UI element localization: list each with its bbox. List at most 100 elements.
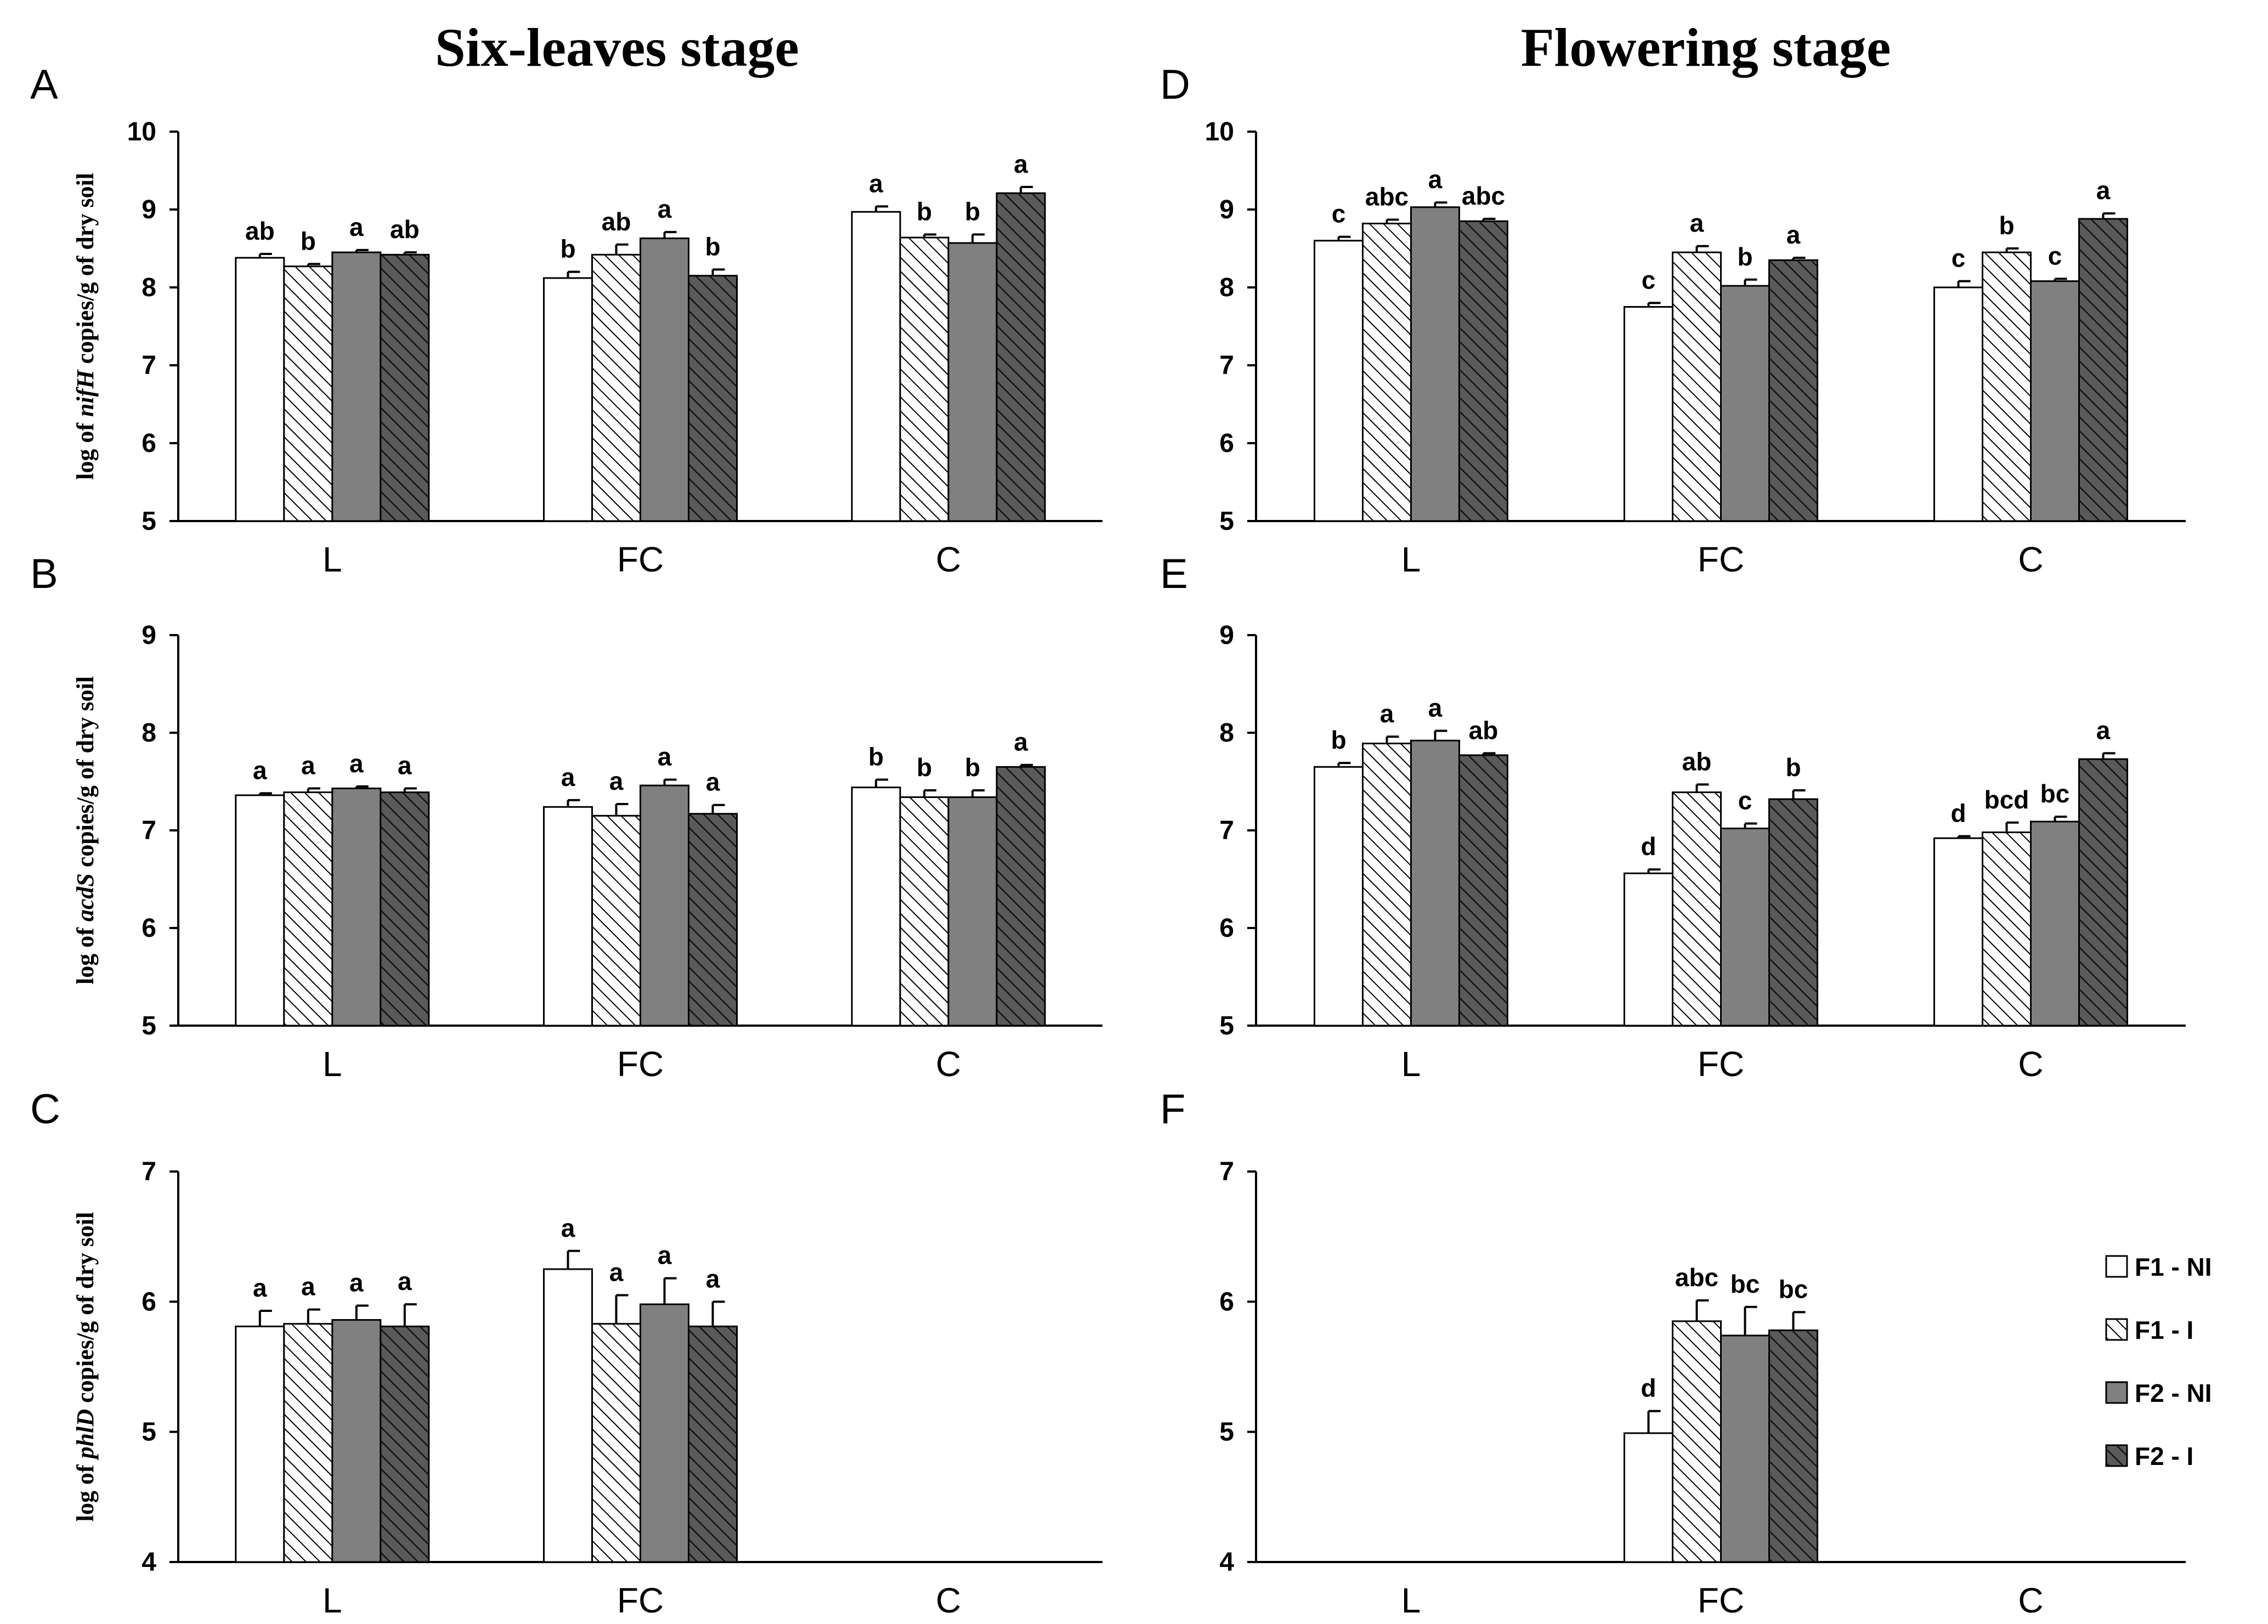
significance-label: a — [2096, 176, 2111, 205]
x-category-label: FC — [1698, 1581, 1744, 1620]
bar-f1-ni — [543, 1268, 593, 1563]
bar-f2-i — [1768, 1329, 1818, 1563]
y-tick-label: 7 — [1219, 351, 1234, 380]
y-tick-label: 6 — [1219, 1287, 1234, 1316]
significance-label: b — [560, 235, 575, 263]
significance-label: c — [1332, 200, 1346, 228]
significance-label: c — [1642, 265, 1656, 294]
bar-f1-i — [1982, 831, 2032, 1027]
significance-label: a — [1380, 699, 1394, 728]
x-category-label: FC — [1698, 1044, 1744, 1084]
x-category-label: C — [936, 1581, 961, 1620]
significance-label: a — [609, 1258, 624, 1286]
y-tick-label: 5 — [142, 507, 156, 536]
legend-swatch — [2105, 1381, 2128, 1404]
bar-f2-i — [996, 766, 1046, 1027]
significance-label: a — [253, 756, 267, 784]
significance-label: ab — [245, 217, 275, 245]
y-tick-label: 7 — [142, 816, 156, 845]
x-category-label: L — [323, 1044, 342, 1084]
y-tick-label: 8 — [142, 718, 156, 748]
bar-f1-i — [283, 265, 333, 522]
y-tick-label: 5 — [1219, 1418, 1234, 1447]
bar-f2-ni — [2030, 821, 2080, 1027]
significance-label: c — [1952, 244, 1966, 273]
bar-f2-ni — [1410, 739, 1460, 1027]
panel-a: A 5 6 7 8 9 10 log of nifH copies/g of dry soil… — [30, 61, 1102, 579]
y-tick-label: 5 — [142, 1418, 156, 1447]
bar-f2-i — [688, 1325, 738, 1563]
bar-f2-i — [1458, 754, 1508, 1027]
bar-f1-ni — [235, 257, 285, 522]
y-tick-label: 7 — [142, 351, 156, 380]
legend-swatch — [2105, 1255, 2128, 1278]
x-category-label: L — [323, 540, 342, 579]
y-tick-label: 7 — [142, 1157, 156, 1186]
bar-f2-i — [380, 1325, 430, 1563]
x-category-label: C — [936, 1044, 961, 1084]
x-category-label: FC — [617, 1044, 664, 1084]
legend-item-f1-ni: F1 - NI — [2105, 1253, 2212, 1281]
bar-f2-i — [996, 192, 1046, 522]
significance-label: bc — [2040, 779, 2070, 808]
bar-f1-i — [1672, 791, 1722, 1027]
significance-label: d — [1641, 1374, 1656, 1402]
legend-item-f2-ni: F2 - NI — [2105, 1379, 2212, 1407]
y-axis-label: log of acdS copies/g of dry soil — [72, 676, 99, 984]
significance-label: ab — [1682, 747, 1712, 776]
significance-label: b — [1999, 211, 2014, 240]
y-tick-label: 8 — [142, 273, 156, 302]
x-category-label: L — [1401, 1581, 1421, 1620]
x-category-label: C — [2018, 1581, 2043, 1620]
bar-f2-ni — [1410, 206, 1460, 522]
y-tick-label: 7 — [1219, 816, 1234, 845]
significance-label: bc — [1730, 1270, 1760, 1298]
bar-f2-i — [688, 813, 738, 1027]
y-axis-label-part: log of — [72, 1458, 99, 1521]
significance-label: bcd — [1984, 785, 2029, 814]
panel-letter: A — [30, 61, 58, 108]
y-axis-label: log of nifH copies/g of dry soil — [72, 173, 99, 480]
legend-label: F1 - NI — [2135, 1253, 2212, 1281]
y-tick-label: 6 — [142, 1287, 156, 1316]
x-category-label: FC — [1698, 540, 1744, 579]
significance-label: a — [1014, 150, 1028, 178]
panel-letter: D — [1160, 61, 1190, 108]
significance-label: a — [398, 751, 412, 779]
significance-label: a — [658, 742, 672, 771]
significance-label: ab — [602, 207, 631, 236]
significance-label: a — [609, 767, 624, 795]
bar-f1-i — [1362, 743, 1412, 1027]
y-tick-label: 10 — [127, 117, 156, 146]
bar-f1-ni — [543, 806, 593, 1027]
significance-label: a — [349, 1268, 364, 1297]
bar-f2-ni — [2030, 280, 2080, 522]
bar-f2-i — [2078, 758, 2128, 1027]
bar-f2-ni — [640, 1303, 689, 1563]
y-tick-label: 5 — [1219, 507, 1234, 536]
bar-f1-i — [899, 796, 949, 1027]
legend-swatch — [2105, 1318, 2128, 1341]
significance-label: a — [658, 1241, 672, 1270]
bar-f1-ni — [1624, 872, 1673, 1027]
legend-swatch — [2105, 1444, 2128, 1467]
title-flowering: Flowering stage — [1521, 17, 1891, 78]
y-tick-label: 4 — [142, 1548, 156, 1577]
bar-f1-ni — [1933, 837, 1983, 1027]
bar-f1-ni — [235, 1325, 285, 1563]
significance-label: a — [349, 749, 364, 778]
bar-f1-i — [1362, 223, 1412, 522]
x-category-label: C — [936, 540, 961, 579]
significance-label: b — [705, 232, 720, 261]
panel-letter: E — [1160, 551, 1188, 597]
bar-f1-i — [591, 814, 641, 1027]
bar-f2-i — [1768, 259, 1818, 522]
y-axis-label-part: acdS — [72, 873, 99, 921]
y-axis-label-part: log of — [72, 417, 99, 480]
significance-label: c — [2048, 241, 2062, 270]
bar-f1-ni — [1933, 286, 1983, 522]
significance-label: a — [1690, 209, 1704, 237]
y-axis-label-part: copies/g of dry soil — [72, 1212, 99, 1409]
